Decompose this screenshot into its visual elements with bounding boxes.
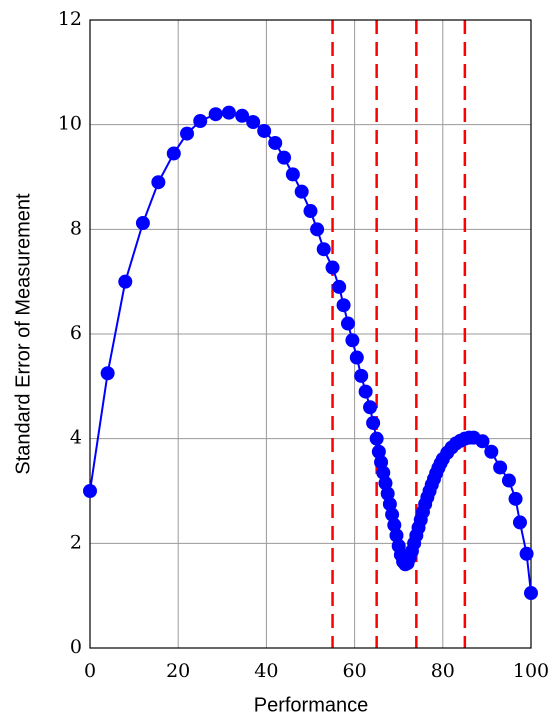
data-point [501, 473, 516, 488]
y-tick-label: 8 [70, 217, 82, 239]
data-point [475, 434, 490, 449]
x-tick-label: 40 [254, 660, 278, 682]
data-point [180, 126, 195, 141]
x-tick-label: 20 [166, 660, 190, 682]
data-point [221, 105, 236, 120]
y-tick-label: 6 [70, 322, 82, 344]
y-tick-label: 4 [70, 427, 82, 449]
data-point [354, 368, 369, 383]
data-point [135, 216, 150, 231]
data-point [325, 260, 340, 275]
data-point [369, 431, 384, 446]
data-point [303, 204, 318, 219]
x-tick-label: 60 [343, 660, 367, 682]
y-axis-label: Standard Error of Measurement [12, 193, 34, 475]
data-point [508, 491, 523, 506]
x-axis-label: Performance [254, 694, 369, 716]
data-point [378, 476, 393, 491]
x-tick-label: 80 [431, 660, 455, 682]
data-point [151, 175, 166, 190]
data-point [118, 274, 133, 289]
data-point [246, 115, 261, 130]
data-point [83, 484, 97, 498]
data-point [376, 465, 391, 480]
data-point [285, 167, 300, 182]
data-point [389, 528, 404, 543]
data-point [519, 546, 534, 561]
x-tick-label: 0 [84, 660, 96, 682]
y-tick-label: 12 [58, 8, 82, 30]
data-point [349, 350, 364, 365]
data-point [484, 444, 499, 459]
plot-frame [89, 19, 532, 649]
data-point [512, 515, 527, 530]
data-point [380, 486, 395, 501]
data-point [363, 400, 378, 415]
data-point [336, 298, 351, 313]
data-point [316, 242, 331, 257]
data-point [294, 184, 309, 199]
data-point [277, 150, 292, 165]
y-tick-label: 0 [70, 636, 82, 658]
data-point [371, 444, 386, 459]
data-point [358, 384, 373, 399]
data-point [166, 146, 181, 161]
data-point [385, 507, 400, 522]
data-point [366, 415, 381, 430]
data-point [268, 135, 283, 150]
data-point [100, 366, 115, 381]
y-tick-label: 2 [70, 531, 82, 553]
data-point [382, 497, 397, 512]
data-point [257, 123, 272, 138]
y-tick-label: 10 [58, 113, 82, 135]
data-point [493, 460, 508, 475]
data-point [345, 333, 360, 348]
data-point [208, 107, 223, 122]
data-point [310, 222, 325, 237]
data-point [524, 586, 538, 601]
data-point [193, 114, 208, 129]
data-point [332, 279, 347, 294]
data-point [374, 455, 389, 470]
x-tick-label: 100 [513, 660, 549, 682]
data-point [387, 518, 402, 533]
data-point [235, 108, 250, 123]
data-point [340, 316, 355, 331]
